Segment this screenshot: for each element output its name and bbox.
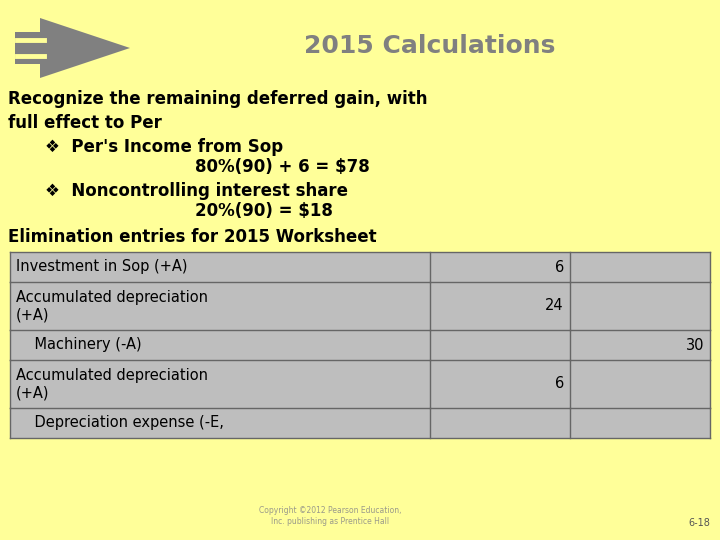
Text: ❖  Noncontrolling interest share: ❖ Noncontrolling interest share [45, 182, 348, 200]
Bar [15, 32, 45, 64]
Bar [10, 360, 710, 408]
Text: 30: 30 [685, 338, 704, 353]
Text: 6-18: 6-18 [688, 518, 710, 528]
Text: Copyright ©2012 Pearson Education,
Inc. publishing as Prentice Hall: Copyright ©2012 Pearson Education, Inc. … [258, 506, 401, 526]
Text: ❖  Per's Income from Sop: ❖ Per's Income from Sop [45, 138, 283, 156]
Text: 20%(90) = $18: 20%(90) = $18 [195, 202, 333, 220]
Bar [10, 330, 710, 360]
Text: Accumulated depreciation
(+A): Accumulated depreciation (+A) [16, 290, 208, 322]
Text: Depreciation expense (-E,: Depreciation expense (-E, [16, 415, 224, 430]
Text: Investment in Sop (+A): Investment in Sop (+A) [16, 260, 187, 274]
Text: 80%(90) + 6 = $78: 80%(90) + 6 = $78 [195, 158, 370, 176]
Text: Machinery (-A): Machinery (-A) [16, 338, 142, 353]
Text: 24: 24 [545, 299, 564, 314]
Text: Elimination entries for 2015 Worksheet: Elimination entries for 2015 Worksheet [8, 228, 377, 246]
Polygon shape [40, 18, 130, 78]
Bar [10, 408, 710, 438]
Text: 6: 6 [554, 260, 564, 274]
Bar [10, 252, 710, 282]
Bar [10, 282, 710, 330]
Text: Recognize the remaining deferred gain, with
full effect to Per: Recognize the remaining deferred gain, w… [8, 90, 428, 132]
Text: 2015 Calculations: 2015 Calculations [305, 34, 556, 58]
Text: Accumulated depreciation
(+A): Accumulated depreciation (+A) [16, 368, 208, 400]
Text: 6: 6 [554, 376, 564, 392]
